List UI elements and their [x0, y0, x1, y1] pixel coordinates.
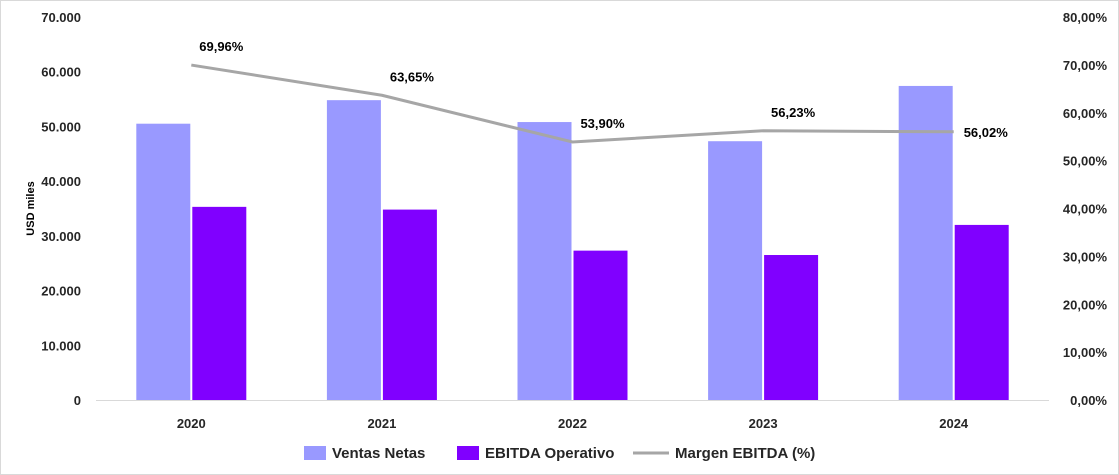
y2-axis-tick-label: 30,00% — [1063, 249, 1108, 264]
y-axis-tick-label: 20.000 — [41, 284, 81, 299]
bar-ventas-netas — [898, 85, 953, 400]
x-axis-tick-label: 2023 — [749, 416, 778, 431]
y-axis-tick-label: 30.000 — [41, 229, 81, 244]
y-axis-tick-label: 40.000 — [41, 174, 81, 189]
line-data-label: 69,96% — [199, 39, 244, 54]
bar-ebitda-operativo — [764, 255, 819, 400]
line-data-label: 56,23% — [771, 105, 816, 120]
bar-ventas-netas — [326, 100, 381, 400]
y2-axis-tick-label: 10,00% — [1063, 345, 1108, 360]
bar-ventas-netas — [517, 122, 572, 401]
y2-axis-tick-label: 40,00% — [1063, 202, 1108, 217]
y-axis-tick-label: 0 — [74, 393, 81, 408]
bar-ebitda-operativo — [573, 250, 628, 400]
bar-ventas-netas — [708, 141, 763, 401]
y2-axis-tick-label: 70,00% — [1063, 58, 1108, 73]
y-axis-tick-label: 50.000 — [41, 119, 81, 134]
y2-axis-tick-label: 20,00% — [1063, 297, 1108, 312]
y2-axis-tick-label: 80,00% — [1063, 10, 1108, 25]
line-margen-ebitda — [191, 63, 954, 144]
x-axis-tick-label: 2024 — [939, 416, 969, 431]
y2-axis-tick-label: 50,00% — [1063, 154, 1108, 169]
y-axis-tick-label: 70.000 — [41, 10, 81, 25]
bar-ebitda-operativo — [954, 224, 1009, 400]
bar-ventas-netas — [136, 123, 191, 400]
y2-axis-tick-label: 60,00% — [1063, 106, 1108, 121]
legend-swatch-bar — [457, 446, 479, 460]
legend-label: Ventas Netas — [332, 445, 425, 462]
legend-label: EBITDA Operativo — [485, 445, 614, 462]
line-data-label: 53,90% — [580, 116, 625, 131]
bar-ebitda-operativo — [192, 206, 247, 400]
y-axis-tick-label: 60.000 — [41, 65, 81, 80]
x-axis-tick-label: 2021 — [367, 416, 396, 431]
y2-axis-tick-label: 0,00% — [1070, 393, 1107, 408]
line-data-label: 63,65% — [390, 69, 435, 84]
legend-label: Margen EBITDA (%) — [675, 445, 815, 462]
y-axis-tick-label: 10.000 — [41, 338, 81, 353]
x-axis-tick-label: 2020 — [177, 416, 206, 431]
line-data-label: 56,02% — [964, 125, 1009, 140]
legend-swatch-bar — [304, 446, 326, 460]
y-axis-title: USD miles — [25, 181, 37, 235]
x-axis-tick-label: 2022 — [558, 416, 587, 431]
bar-ebitda-operativo — [382, 209, 437, 400]
